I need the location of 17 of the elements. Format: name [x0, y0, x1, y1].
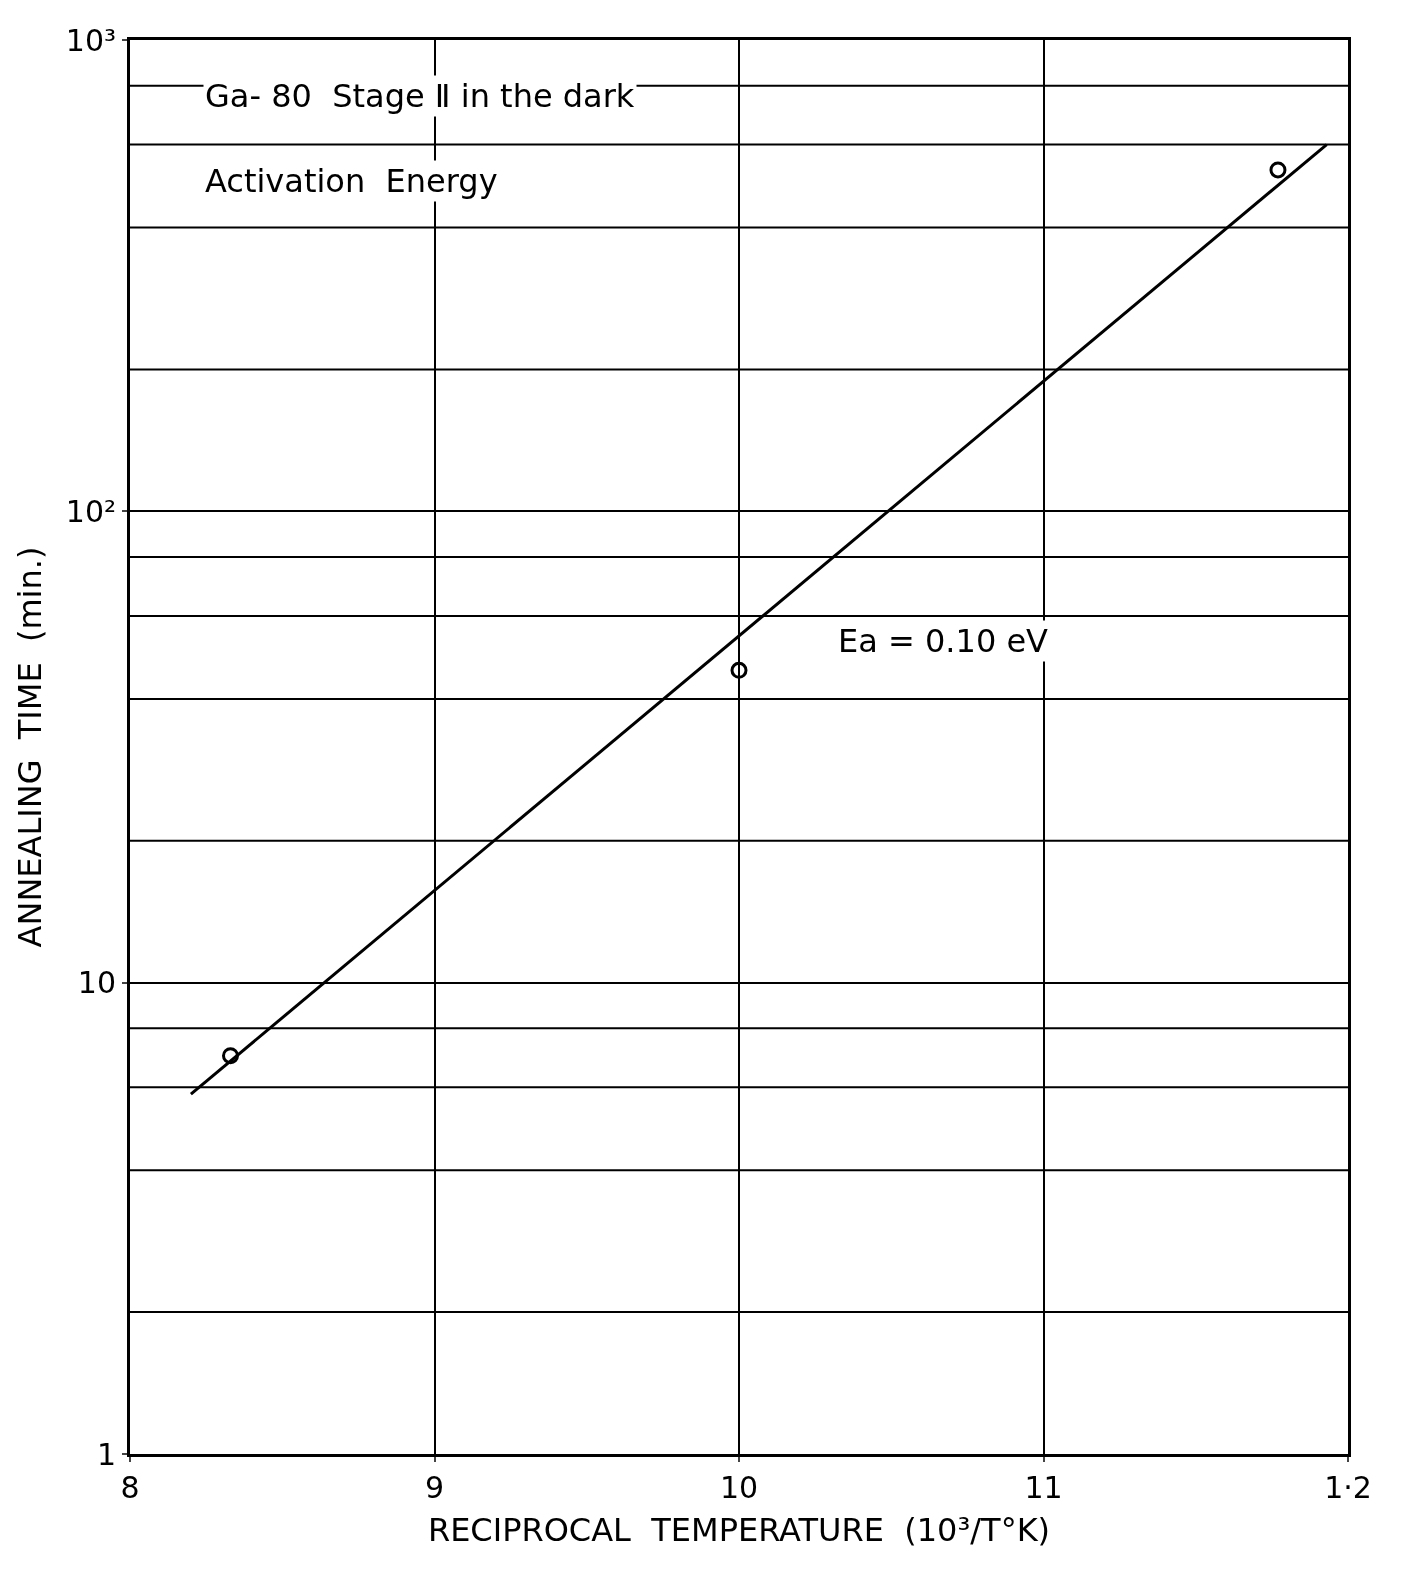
point — [1269, 161, 1287, 179]
y-tick-label: 1 — [96, 1436, 116, 1472]
y-axis-title: ANNEALING TIME (min.) — [11, 546, 50, 948]
x-tick-label: 1·2 — [1324, 1470, 1372, 1505]
x-tick-label: 10 — [719, 1470, 759, 1505]
y-tick-label: 10³ — [65, 22, 116, 58]
x-tick-label: 9 — [424, 1470, 445, 1505]
point — [730, 661, 748, 679]
annotation: Activation Energy — [205, 162, 498, 200]
x-tick-label: 8 — [120, 1470, 140, 1505]
x-axis-title: RECIPROCAL TEMPERATURE (10³/T°K) — [427, 1510, 1051, 1549]
annotation: Ga- 80 Stage Ⅱ in the dark — [205, 77, 635, 115]
point — [222, 1047, 239, 1065]
y-tick-label: 10² — [65, 493, 116, 529]
y-tick-label: 10 — [77, 965, 116, 1001]
x-tick-label: 11 — [1024, 1470, 1063, 1505]
annotation: Ea = 0.10 eV — [838, 622, 1049, 660]
